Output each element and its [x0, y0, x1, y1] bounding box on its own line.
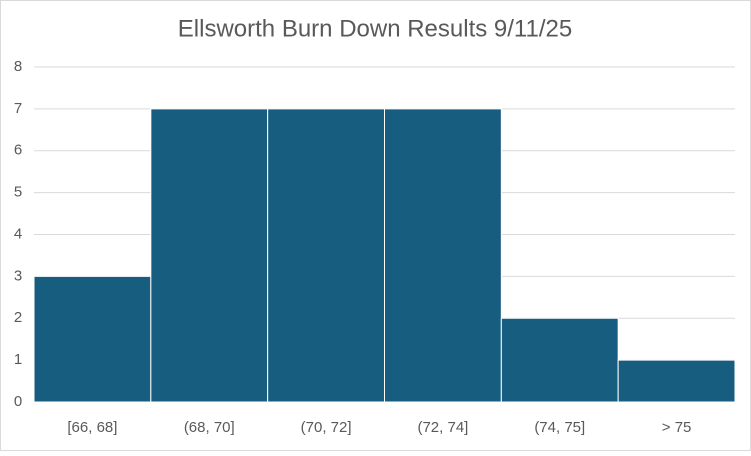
- x-tick-label: (70, 72]: [301, 419, 352, 436]
- y-tick-label: 4: [14, 225, 22, 242]
- x-tick-label: [66, 68]: [67, 419, 117, 436]
- x-tick-label: (74, 75]: [534, 419, 585, 436]
- bar: [384, 108, 502, 403]
- bar: [150, 108, 269, 403]
- y-tick-label: 5: [14, 184, 22, 201]
- bar: [617, 359, 736, 403]
- y-tick-label: 2: [14, 309, 22, 326]
- y-tick-label: 3: [14, 267, 22, 284]
- y-tick-label: 6: [14, 142, 22, 159]
- chart-title: Ellsworth Burn Down Results 9/11/25: [178, 15, 572, 42]
- x-tick-label: > 75: [662, 419, 692, 436]
- x-tick-label: (68, 70]: [184, 419, 235, 436]
- y-tick-label: 1: [14, 351, 22, 368]
- bar: [500, 317, 619, 403]
- bar: [267, 108, 385, 403]
- y-tick-label: 8: [14, 58, 22, 75]
- bar: [33, 275, 152, 403]
- x-tick-label: (72, 74]: [417, 419, 468, 436]
- y-tick-label: 0: [14, 393, 22, 410]
- y-tick-label: 7: [14, 100, 22, 117]
